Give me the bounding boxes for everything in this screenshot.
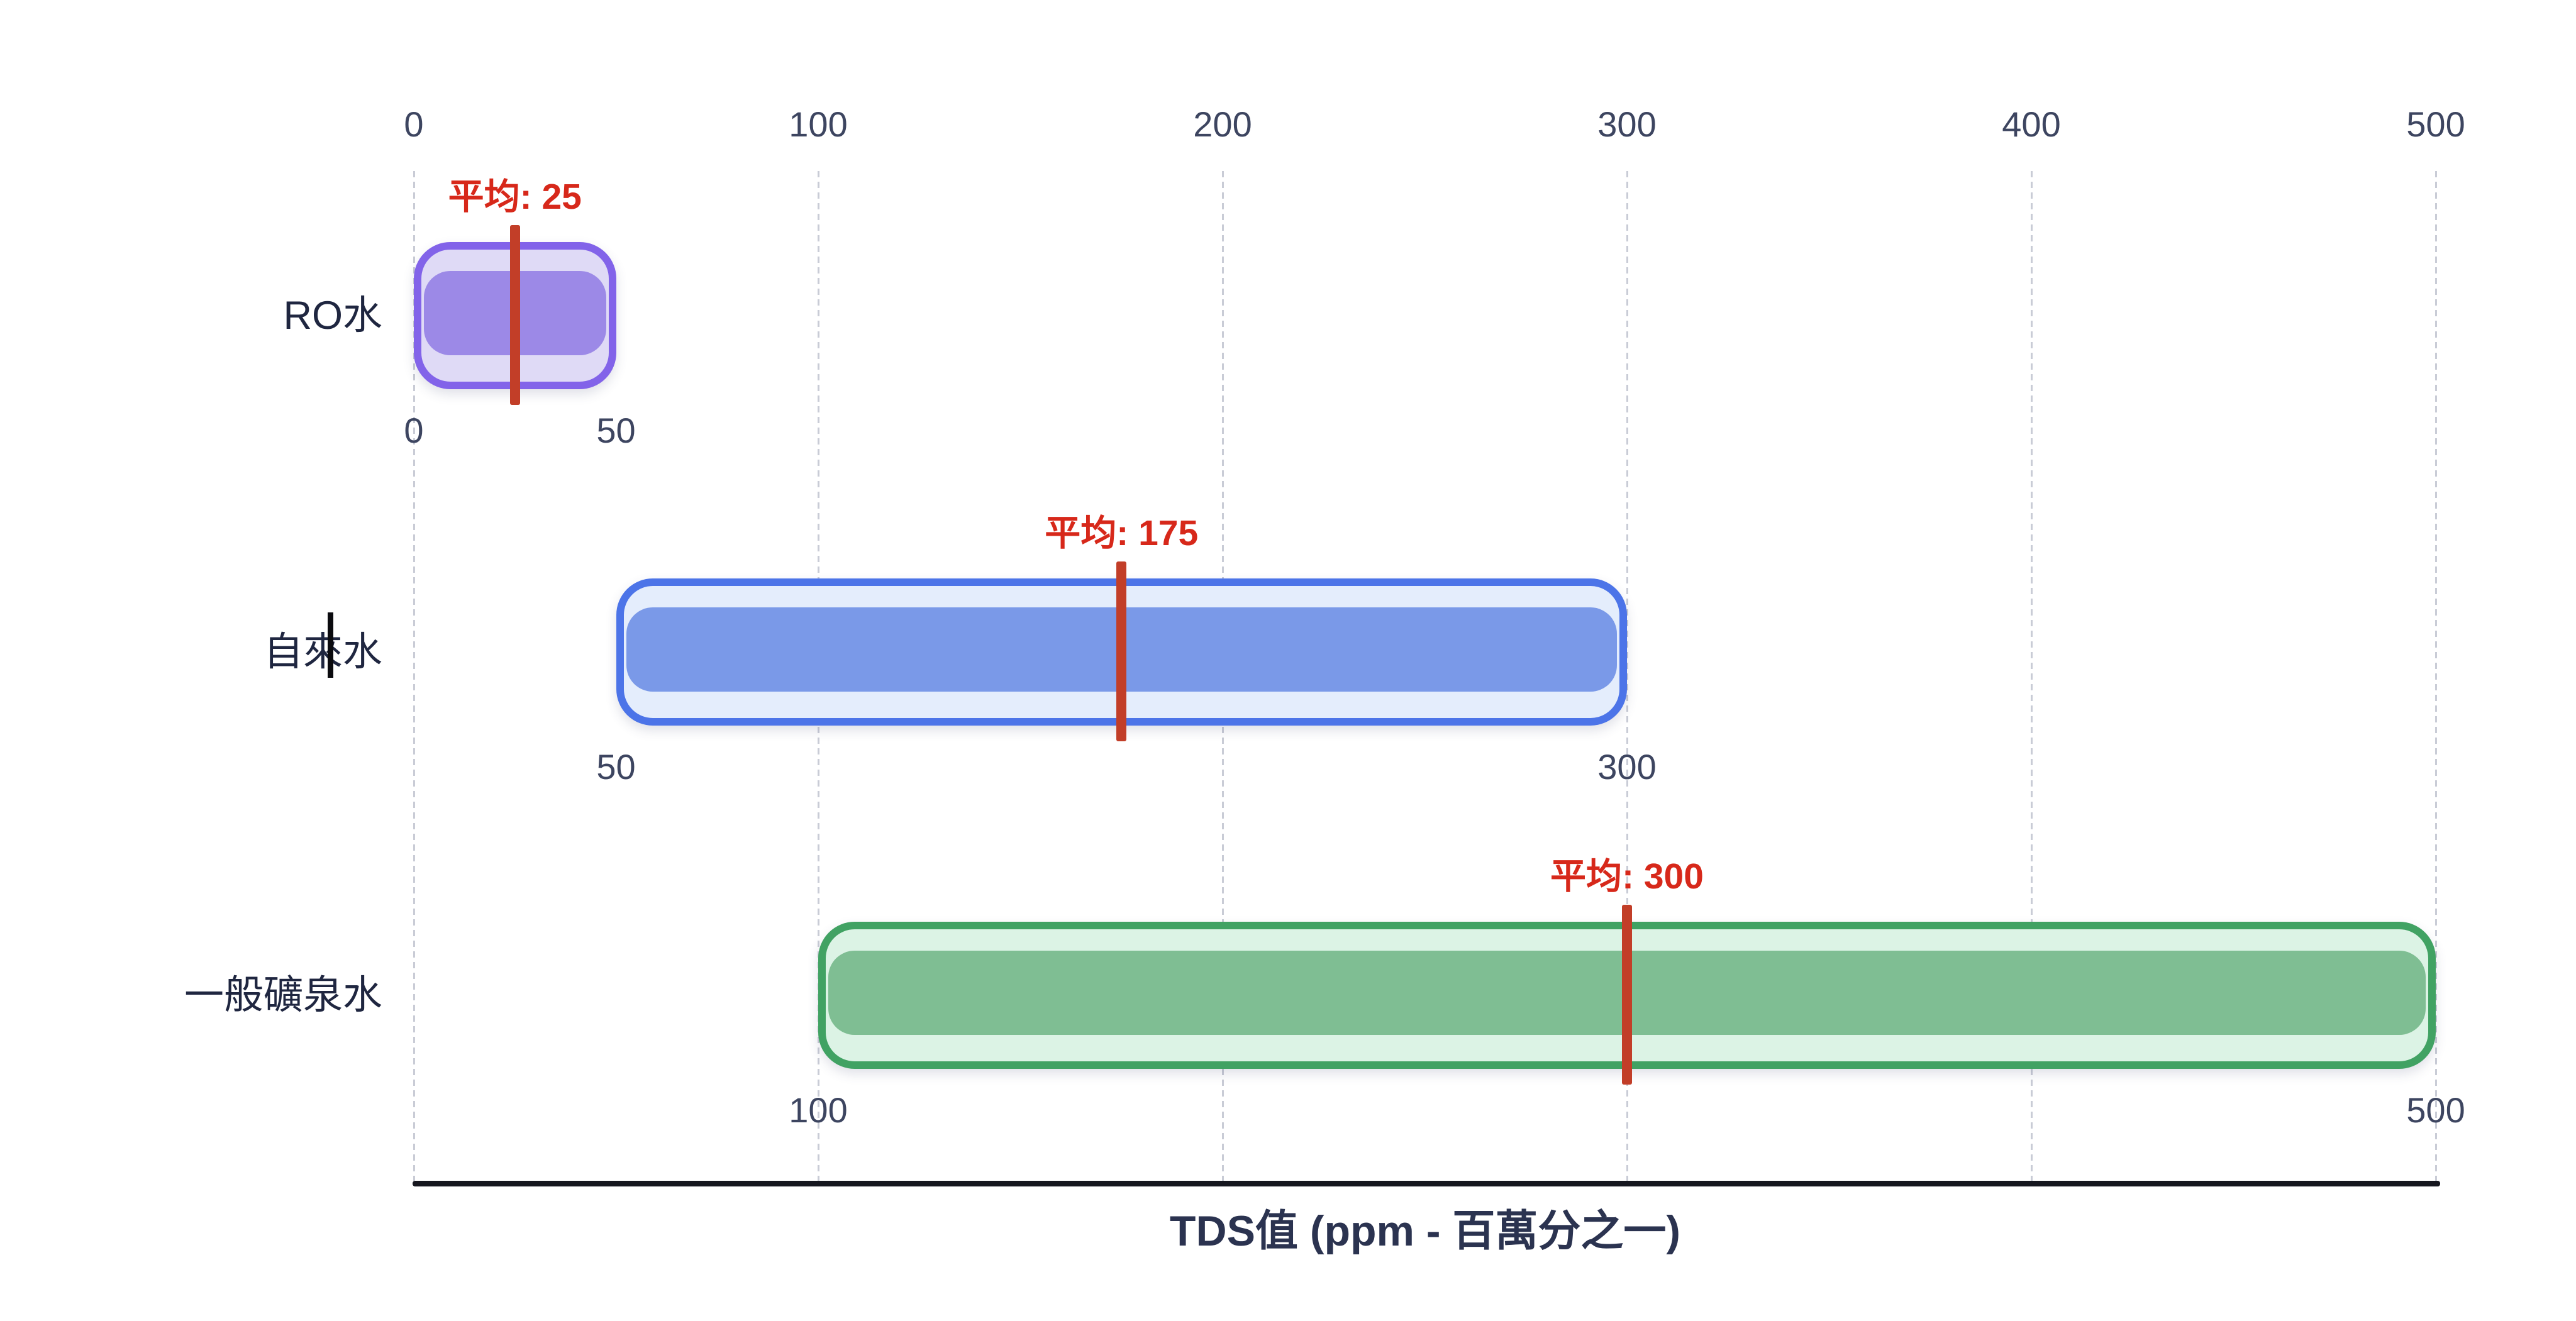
max-value-label: 300 [1597, 747, 1657, 787]
x-axis-tick-label: 500 [2406, 104, 2465, 144]
x-axis-line [413, 1181, 2440, 1186]
x-axis-title: TDS值 (ppm - 百萬分之一) [1169, 1207, 1681, 1255]
x-axis-tick-label: 100 [789, 104, 848, 144]
gridline [1626, 171, 1628, 1181]
average-value-label: 平均: 300 [1550, 856, 1704, 897]
category-label: 一般礦泉水 [184, 973, 382, 1017]
x-axis-tick-label: 0 [404, 104, 424, 144]
text-cursor-artifact [328, 612, 333, 678]
average-marker-line [1622, 905, 1632, 1085]
max-value-label: 500 [2406, 1090, 2465, 1130]
min-value-label: 50 [596, 747, 636, 787]
gridline [2030, 171, 2033, 1181]
min-value-label: 0 [404, 411, 424, 450]
x-axis-tick-label: 200 [1193, 104, 1252, 144]
gridline [413, 171, 415, 1181]
x-axis-tick-label: 300 [1597, 104, 1657, 144]
average-value-label: 平均: 25 [448, 177, 582, 217]
average-marker-line [509, 225, 520, 405]
max-value-label: 50 [596, 411, 636, 450]
category-label: RO水 [283, 294, 383, 338]
average-value-label: 平均: 175 [1045, 513, 1199, 553]
gridline [2434, 171, 2437, 1181]
min-value-label: 100 [789, 1090, 848, 1130]
category-label: 自來水 [264, 630, 382, 674]
average-marker-line [1116, 561, 1127, 741]
x-axis-tick-label: 400 [2002, 104, 2061, 144]
